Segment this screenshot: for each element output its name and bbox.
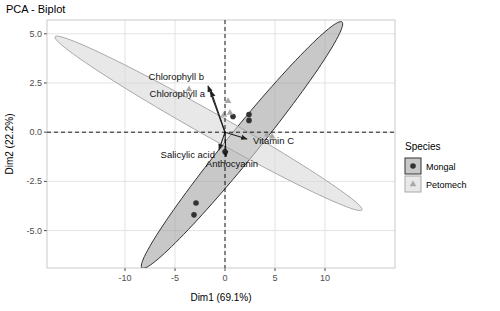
legend-marker (410, 163, 416, 169)
grid-line (47, 82, 395, 83)
tick (44, 230, 47, 231)
legend-marker (410, 181, 417, 187)
point (221, 111, 228, 117)
tick (175, 268, 176, 271)
legend-title: Species (405, 141, 441, 152)
point (225, 97, 232, 103)
tick (44, 181, 47, 182)
tick (44, 33, 47, 34)
zero-line (47, 132, 395, 133)
tick (125, 268, 126, 271)
x-tick-label: 0 (222, 273, 227, 283)
x-tick-label: -10 (118, 273, 131, 283)
plot-frame (47, 20, 395, 268)
y-tick-label: -5.0 (26, 226, 42, 236)
confidence-ellipse (55, 36, 362, 210)
legend-key (405, 158, 421, 174)
tick (325, 268, 326, 271)
grid-line (47, 230, 395, 231)
arrow-label: Chlorophyll a (150, 88, 206, 99)
x-tick-label: -5 (171, 273, 179, 283)
marks (55, 22, 362, 268)
legend-label: Petomech (426, 180, 467, 190)
y-tick-label: -2.5 (26, 176, 42, 186)
legend-key (405, 176, 421, 192)
point (227, 109, 234, 115)
y-tick-label: 2.5 (29, 78, 42, 88)
x-axis-label: Dim1 (69.1%) (190, 292, 251, 303)
legend-label: Mongal (426, 162, 456, 172)
y-tick-label: 5.0 (29, 29, 42, 39)
y-axis-label: Dim2 (22.2%) (4, 113, 15, 174)
point (246, 118, 252, 124)
zero-line (225, 20, 226, 268)
loading-arrow (219, 132, 225, 150)
arrow-label: Chlorophyll b (149, 71, 204, 82)
loading-arrow (211, 91, 225, 132)
title: PCA - Biplot (6, 3, 65, 15)
loading-arrow (208, 86, 225, 132)
x-tick-label: 5 (272, 273, 277, 283)
x-tick-label: 10 (320, 273, 330, 283)
arrow-label: Anthocyanin (206, 158, 258, 169)
point (191, 212, 197, 218)
tick (44, 82, 47, 83)
grid-line (47, 33, 395, 34)
point (193, 200, 199, 206)
tick (225, 268, 226, 271)
chart: -10 -5 0 5 10 5.0 2.5 0.0 -2.5 -5.0 Chlorophyll b C… (0, 0, 500, 311)
tick (275, 268, 276, 271)
point (246, 112, 252, 118)
y-tick-label: 0.0 (29, 127, 42, 137)
arrow-label: Vitamin C (253, 135, 294, 146)
loading-arrow (225, 132, 247, 139)
tick (44, 132, 47, 133)
plot-area (47, 20, 395, 268)
